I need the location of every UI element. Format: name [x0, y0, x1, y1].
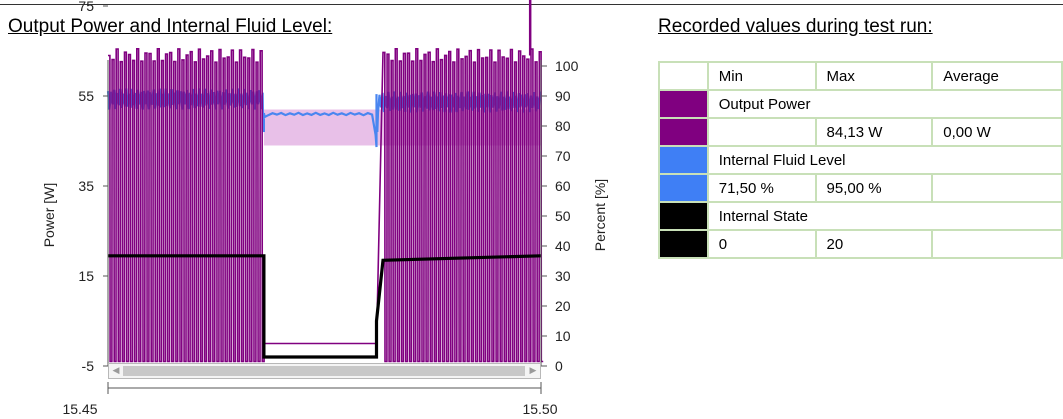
series-swatch [659, 202, 708, 230]
y-left-tick-label: 55 [78, 88, 94, 104]
y-right-tick-label: 0 [555, 358, 563, 374]
value-cell: 84,13 W [816, 118, 933, 146]
chart-scrollbar[interactable]: ◀ ▶ [108, 363, 541, 379]
value-cell: 71,50 % [708, 174, 816, 202]
table-row: Internal State [659, 202, 1062, 230]
table-row: 71,50 % 95,00 % [659, 174, 1062, 202]
y-right-tick-label: 100 [555, 58, 579, 74]
value-cell: 20 [816, 230, 933, 258]
table-row: 0 20 [659, 230, 1062, 258]
series-swatch [659, 118, 708, 146]
y-left-tick-label: 75 [78, 0, 94, 14]
table-row: 84,13 W 0,00 W [659, 118, 1062, 146]
recorded-values-table: Min Max Average Output Power 84,13 W 0,00 … [658, 61, 1063, 259]
series-swatch [659, 230, 708, 258]
table-header-row: Min Max Average [659, 62, 1062, 90]
y-right-tick-label: 40 [555, 238, 571, 254]
y-right-tick-label: 90 [555, 88, 571, 104]
scroll-left-icon[interactable]: ◀ [110, 364, 122, 378]
value-cell [932, 174, 1062, 202]
series-swatch [659, 146, 708, 174]
value-cell [932, 230, 1062, 258]
y-right-tick-label: 50 [555, 208, 571, 224]
table-row: Internal Fluid Level [659, 146, 1062, 174]
header-swatch-cell [659, 62, 708, 90]
y-left-tick-label: 35 [78, 178, 94, 194]
y-right-tick-label: 60 [555, 178, 571, 194]
series-name-cell: Output Power [708, 90, 1062, 118]
y-right-tick-label: 80 [555, 118, 571, 134]
y-right-tick-label: 20 [555, 298, 571, 314]
table-row: Output Power [659, 90, 1062, 118]
y-right-tick-label: 10 [555, 328, 571, 344]
header-average: Average [932, 62, 1062, 90]
value-cell: 0,00 W [932, 118, 1062, 146]
series-swatch [659, 174, 708, 202]
x-tick-label: 15.45 [62, 401, 97, 417]
scrollbar-thumb[interactable] [123, 366, 525, 376]
value-cell [708, 118, 816, 146]
header-min: Min [708, 62, 816, 90]
y-left-label: Power [W] [41, 183, 57, 248]
y-left-tick-label: -5 [82, 358, 95, 374]
y-right-label: Percent [%] [592, 179, 608, 251]
scroll-right-icon[interactable]: ▶ [527, 364, 539, 378]
y-right-tick-label: 30 [555, 268, 571, 284]
x-tick-label: 15.50 [522, 401, 557, 417]
series-name-cell: Internal Fluid Level [708, 146, 1062, 174]
series-name-cell: Internal State [708, 202, 1062, 230]
y-right-tick-label: 70 [555, 148, 571, 164]
series-line-output-power [108, 49, 543, 362]
series-swatch [659, 90, 708, 118]
y-left-tick-label: 15 [78, 268, 94, 284]
header-max: Max [816, 62, 933, 90]
value-cell: 0 [708, 230, 816, 258]
value-cell: 95,00 % [816, 174, 933, 202]
